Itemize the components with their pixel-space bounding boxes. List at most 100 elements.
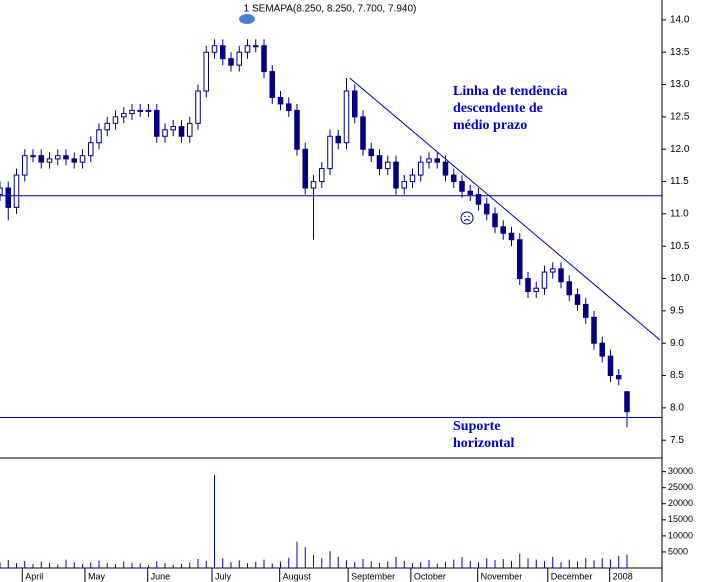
candle-body: [244, 45, 251, 53]
y-tick-label: 13.5: [670, 47, 690, 58]
annotation: Suporte: [453, 419, 500, 434]
x-tick-label: October: [414, 571, 446, 581]
candle-body: [21, 155, 28, 176]
x-tick-label: May: [88, 571, 106, 581]
candle-body: [467, 190, 474, 195]
candle-body: [0, 187, 3, 195]
x-tick-label: December: [551, 571, 593, 581]
candle-body: [591, 316, 597, 344]
candle-body: [368, 148, 375, 157]
y-tick-label: 10.0: [670, 273, 690, 284]
annotation: horizontal: [453, 436, 515, 451]
annotation: Linha de tendência: [453, 84, 567, 99]
y-tick-label: 14.0: [670, 15, 690, 26]
candle-body: [79, 155, 86, 163]
candle-body: [566, 281, 573, 296]
candle-body: [426, 158, 432, 163]
candle-body: [459, 181, 465, 192]
x-tick-label: July: [215, 571, 232, 581]
candle-body: [145, 109, 152, 112]
candle-body: [129, 109, 135, 115]
candle-body: [351, 90, 358, 118]
x-tick-label: June: [151, 571, 171, 581]
y-tick-label: 8.0: [670, 402, 684, 413]
candle-body: [401, 181, 408, 189]
candle-body: [624, 391, 630, 413]
candle-body: [104, 122, 111, 131]
candle-body: [112, 116, 119, 124]
x-tick-label: September: [351, 571, 395, 581]
candle-body: [483, 203, 490, 215]
x-tick-label: 2008: [613, 571, 633, 581]
candle-body: [211, 45, 218, 53]
y2-tick-label: 25000: [668, 482, 693, 492]
candle-body: [277, 96, 284, 105]
candle-body: [558, 268, 564, 283]
candle-body: [450, 174, 457, 183]
candle-body: [96, 129, 102, 144]
candle-body: [384, 161, 391, 170]
candle-body: [599, 342, 606, 357]
candle-body: [219, 45, 226, 60]
icon: [239, 14, 255, 24]
y2-tick-label: 20000: [668, 498, 693, 508]
candle-body: [269, 71, 276, 98]
candle-body: [54, 155, 61, 160]
candle-body: [360, 116, 366, 150]
candle-body: [261, 45, 267, 73]
candle-body: [533, 287, 540, 292]
candle-body: [492, 213, 498, 228]
candle-body: [417, 161, 424, 176]
chart-title: 1 SEMAPA(8.250, 8.250, 7.700, 7.940): [244, 4, 417, 15]
y-tick-label: 10.5: [670, 241, 690, 252]
candle-body: [13, 174, 20, 208]
candle-body: [508, 232, 515, 241]
candle-body: [475, 193, 482, 205]
candle-body: [376, 155, 383, 170]
candle-body: [236, 51, 243, 66]
y2-tick-label: 30000: [668, 466, 693, 476]
sad-face-icon: [460, 211, 474, 225]
candle-body: [607, 355, 614, 377]
y-tick-label: 11.5: [670, 176, 689, 187]
candle-body: [203, 51, 210, 92]
candle-body: [178, 126, 185, 137]
x-tick-label: April: [25, 571, 43, 581]
candle-body: [335, 135, 342, 144]
annotation: médio prazo: [453, 118, 527, 133]
candle-body: [186, 122, 193, 137]
candle-body: [38, 155, 45, 163]
candle-body: [87, 142, 94, 157]
y-tick-label: 7.5: [670, 435, 684, 446]
candle-body: [318, 168, 325, 183]
candle-body: [30, 155, 36, 158]
y-tick-label: 12.0: [670, 144, 690, 155]
candle-body: [153, 109, 160, 137]
y-tick-label: 9.5: [670, 306, 684, 317]
candle-body: [393, 161, 399, 189]
annotation: descendente de: [453, 101, 543, 116]
y2-tick-label: 10000: [668, 530, 693, 540]
candle-body: [46, 158, 53, 163]
candle-body: [228, 58, 234, 66]
candle-body: [442, 161, 449, 176]
y-tick-label: 13.0: [670, 79, 690, 90]
candle-body: [409, 174, 416, 183]
candle-body: [195, 90, 201, 124]
candle-body: [574, 294, 581, 305]
candle-body: [71, 158, 78, 163]
x-tick-label: November: [481, 571, 523, 581]
y-tick-label: 11.0: [670, 209, 689, 220]
y2-tick-label: 5000: [668, 546, 688, 556]
candle-body: [434, 158, 441, 163]
candle-body: [162, 129, 168, 137]
candle-body: [541, 271, 548, 289]
candle-body: [549, 268, 556, 273]
candle-body: [137, 109, 144, 112]
candle-body: [327, 135, 333, 170]
x-tick-label: August: [283, 571, 312, 581]
candle-body: [516, 239, 523, 280]
y-tick-label: 8.5: [670, 370, 684, 381]
y2-tick-label: 15000: [668, 514, 693, 524]
